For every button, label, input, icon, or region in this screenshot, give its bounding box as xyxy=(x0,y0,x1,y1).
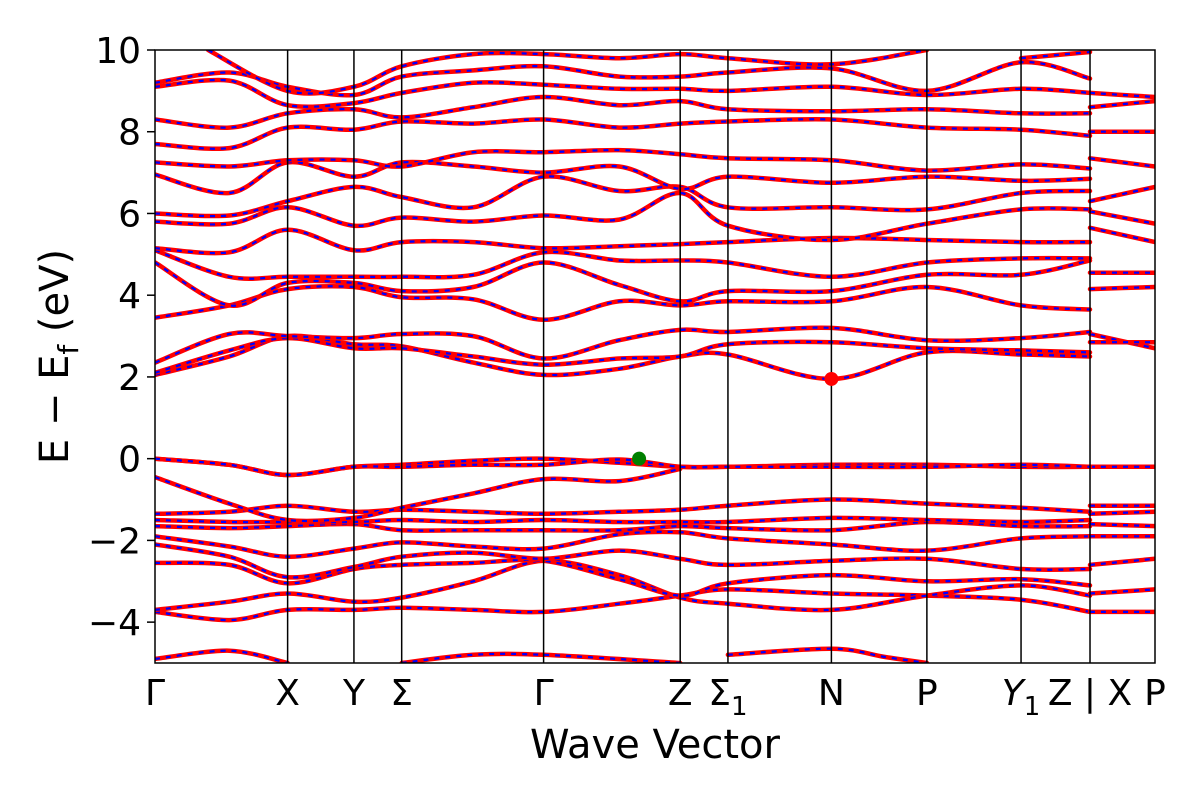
band-line-blue-33 xyxy=(155,228,1091,255)
y-tick-label: −4 xyxy=(88,603,141,644)
y-tick-label: 8 xyxy=(118,113,141,154)
band-line-red-43 xyxy=(155,94,1093,130)
bands-layer xyxy=(155,50,1155,663)
x-tick-label-kpoint: Σ1 xyxy=(708,673,747,722)
band-line-blue-9 xyxy=(155,543,1091,579)
x-tick-label-kpoint: Y xyxy=(342,673,366,714)
vbm-marker xyxy=(632,451,647,466)
band-line-red-21 xyxy=(155,456,1093,478)
x-axis-label: Wave Vector xyxy=(530,722,781,768)
band-line-blue-46 xyxy=(1089,91,1155,99)
x-tick-label-kpoint: Y1 xyxy=(1002,673,1041,722)
y-tick-label: −2 xyxy=(88,521,141,562)
band-line-blue-1 xyxy=(401,652,681,663)
x-tick-label-kpoint: Z | X xyxy=(1048,673,1132,714)
x-tick-label-kpoint: X xyxy=(275,673,300,714)
band-line-blue-10 xyxy=(155,530,1091,558)
x-tick-label-kpoint: P xyxy=(916,673,938,714)
band-line-blue-40 xyxy=(155,148,1091,172)
band-line-red-27 xyxy=(155,284,1093,322)
y-tick-label: 10 xyxy=(95,31,141,72)
cbm-marker xyxy=(824,371,839,386)
x-tick-label-kpoint: Γ xyxy=(145,673,165,714)
band-line-blue-13 xyxy=(1089,523,1155,528)
y-tick-label: 6 xyxy=(118,194,141,235)
band-line-red-29 xyxy=(155,258,1093,308)
x-tick-label-kpoint: Z xyxy=(668,673,693,714)
y-axis-label-sub: f xyxy=(52,344,85,355)
y-tick-label: 0 xyxy=(118,440,141,481)
x-tick-label-kpoint: N xyxy=(818,673,845,714)
y-tick-label: 4 xyxy=(118,276,141,317)
band-line-blue-41 xyxy=(155,118,1091,150)
band-line-blue-6 xyxy=(1089,588,1155,595)
plot-frame xyxy=(154,49,1156,664)
x-tick-label-kpoint: Σ xyxy=(390,673,413,714)
band-line-blue-45 xyxy=(155,78,1091,108)
x-tick-label-kpoint: Γ xyxy=(534,673,554,714)
y-axis-label: E − Ef (eV) xyxy=(32,249,85,464)
band-line-blue-3 xyxy=(155,588,1091,622)
band-line-red-1 xyxy=(399,651,683,663)
band-line-blue-49 xyxy=(1020,50,1091,60)
band-line-red-16 xyxy=(155,497,1093,517)
band-line-blue-28 xyxy=(1089,285,1155,291)
band-line-blue-2 xyxy=(727,647,928,663)
y-axis-label-prefix: E − E xyxy=(32,355,78,465)
k-point-lines xyxy=(286,50,1091,663)
band-line-blue-7 xyxy=(155,558,1091,597)
y-ticks: −4 −2 0 2 4 6 8 10 xyxy=(88,31,155,644)
band-line-blue-35 xyxy=(155,191,1091,242)
band-line-red-2 xyxy=(725,646,930,663)
band-line-blue-8 xyxy=(1089,557,1155,566)
band-line-red-0 xyxy=(155,648,290,663)
band-line-blue-39 xyxy=(1089,157,1155,168)
band-line-blue-38 xyxy=(155,160,1091,195)
band-line-blue-25 xyxy=(155,326,1091,364)
y-axis-label-suffix: (eV) xyxy=(32,249,78,345)
markers-layer xyxy=(632,371,839,466)
x-tick-labels: Γ X Y Σ Γ Z Σ1 N P Y1 Z | X P xyxy=(145,673,1166,722)
x-tick-label-kpoint: P xyxy=(1144,673,1166,714)
band-line-blue-37 xyxy=(1089,185,1155,203)
band-line-blue-34 xyxy=(1089,210,1155,225)
band-line-blue-48 xyxy=(207,50,928,95)
band-line-blue-32 xyxy=(1089,226,1155,244)
band-line-red-41 xyxy=(155,117,1093,152)
band-line-blue-36 xyxy=(155,175,1091,218)
band-line-blue-15 xyxy=(1089,510,1155,515)
y-tick-label: 2 xyxy=(118,358,141,399)
band-line-blue-44 xyxy=(1089,100,1155,109)
band-line-red-10 xyxy=(155,529,1093,559)
